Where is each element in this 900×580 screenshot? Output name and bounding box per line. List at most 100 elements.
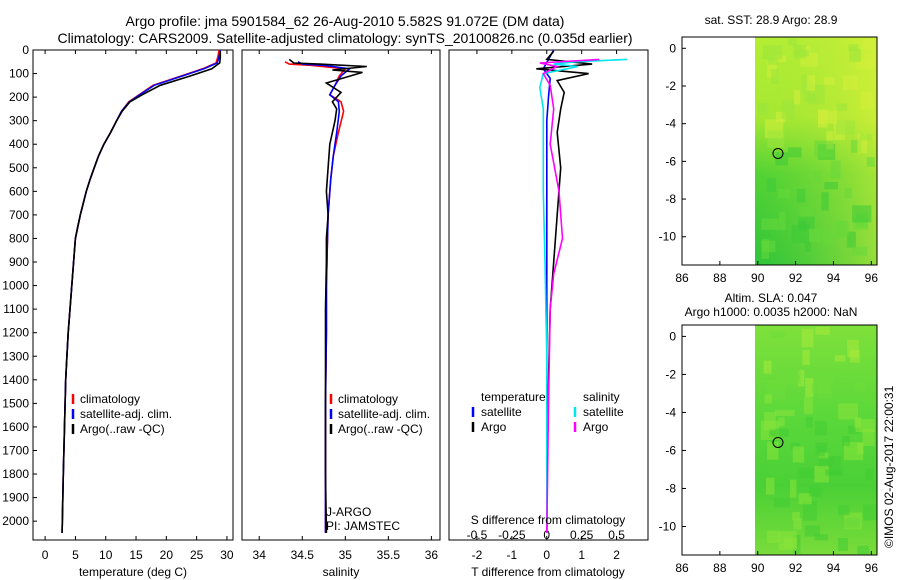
field-patch <box>821 192 829 211</box>
field-patch <box>792 512 800 521</box>
y-tick-label: 1800 <box>2 467 29 481</box>
field-patch <box>838 538 848 552</box>
field-patch <box>850 139 862 153</box>
map-x-tick-label: 86 <box>675 561 689 575</box>
field-patch <box>863 504 877 521</box>
y-tick-label: 1400 <box>2 373 29 387</box>
sla-map-ticks: 86 88 90 92 94 96 0 -2 -4 -6 -8 -10 <box>659 329 879 575</box>
x-tick-label: 25 <box>190 548 204 562</box>
field-patch <box>777 188 790 198</box>
field-patch <box>818 446 825 457</box>
map-x-tick-label: 92 <box>789 271 803 285</box>
field-patch <box>857 442 864 455</box>
field-patch <box>806 75 816 91</box>
field-patch <box>757 103 767 112</box>
field-patch <box>824 182 838 190</box>
difference-series <box>536 49 628 533</box>
field-patch <box>809 365 825 377</box>
field-patch <box>814 140 834 158</box>
field-patch <box>823 77 835 86</box>
y-tick-label: 600 <box>9 184 29 198</box>
map-x-tick-label: 94 <box>827 561 841 575</box>
x-tick-label: 2 <box>613 548 620 562</box>
field-patch <box>852 205 872 223</box>
field-patch <box>815 327 830 335</box>
series-line-temperature-argo <box>536 50 593 533</box>
s-tick-label: 0.5 <box>608 528 625 542</box>
figure-title-line1: Argo profile: jma 5901584_62 26-Aug-2010… <box>126 13 565 29</box>
field-patch <box>854 382 866 392</box>
map-y-tick-label: -2 <box>665 79 676 93</box>
field-patch <box>822 230 834 245</box>
map-x-tick-label: 96 <box>865 561 879 575</box>
sst-map-title: sat. SST: 28.9 Argo: 28.9 <box>705 13 838 27</box>
field-patch <box>862 428 875 446</box>
sst-field-patches <box>757 38 875 259</box>
sla-map-panel: Altim. SLA: 0.047 Argo h1000: 0.0035 h20… <box>659 291 879 575</box>
field-patch <box>826 131 834 150</box>
field-patch <box>798 493 812 505</box>
temperature-panel: 0100200300400500600700800900100011001200… <box>2 43 234 579</box>
temperature-axes-frame <box>32 49 234 541</box>
field-patch <box>802 349 810 365</box>
field-patch <box>857 133 868 154</box>
y-tick-label: 800 <box>9 231 29 245</box>
field-patch <box>802 500 817 521</box>
map-y-tick-label: -10 <box>659 230 677 244</box>
salinity-axis-ticks: 34 34.5 35 35.5 36 <box>253 50 439 562</box>
map-x-tick-label: 96 <box>865 271 879 285</box>
field-patch <box>764 394 773 404</box>
field-patch <box>764 412 776 431</box>
x-tick-label: -1 <box>507 548 518 562</box>
temperature-axis-ticks: 0 5 10 15 20 25 30 <box>42 50 234 562</box>
field-patch <box>778 531 797 551</box>
field-patch <box>791 224 810 244</box>
sla-map-subtitle: Argo h1000: 0.0035 h2000: NaN <box>685 305 858 319</box>
y-tick-label: 500 <box>9 161 29 175</box>
field-patch <box>834 220 845 239</box>
field-patch <box>794 90 801 105</box>
temperature-series <box>61 49 222 533</box>
t-difference-xlabel: T difference from climatology <box>471 565 625 579</box>
field-patch <box>801 75 810 95</box>
field-patch <box>805 416 813 428</box>
x-tick-label: 30 <box>220 548 234 562</box>
field-patch <box>830 160 841 179</box>
salinity-panel: 34 34.5 35 35.5 36 salinity climatologysatel… <box>241 49 441 579</box>
field-patch <box>769 428 789 437</box>
field-patch <box>790 443 800 450</box>
field-patch <box>838 403 858 420</box>
y-tick-label: 900 <box>9 255 29 269</box>
field-patch <box>766 477 775 495</box>
field-patch <box>847 425 860 434</box>
field-patch <box>771 69 779 84</box>
y-tick-label: 1000 <box>2 279 29 293</box>
field-patch <box>856 59 875 69</box>
argo-position-marker <box>772 147 784 159</box>
field-patch <box>792 446 805 463</box>
field-patch <box>767 530 780 544</box>
argo-position-marker <box>772 436 784 448</box>
field-patch <box>762 45 783 60</box>
field-patch <box>817 378 833 398</box>
x-tick-label: 36 <box>425 548 439 562</box>
x-tick-label: 1 <box>578 548 585 562</box>
map-x-tick-label: 90 <box>751 561 765 575</box>
legend-label: satellite <box>583 405 624 419</box>
field-patch <box>813 171 822 183</box>
map-y-tick-label: -4 <box>665 405 676 419</box>
y-tick-label: 200 <box>9 90 29 104</box>
legend-label: Argo(..raw -QC) <box>80 422 165 436</box>
legend-label: satellite <box>481 405 522 419</box>
map-y-tick-label: -8 <box>665 481 676 495</box>
s-difference-xlabel: S difference from climatology <box>471 513 626 527</box>
field-patch <box>770 331 786 339</box>
field-patch <box>801 328 814 348</box>
field-patch <box>797 370 805 387</box>
field-patch <box>774 409 795 416</box>
field-patch <box>814 534 829 541</box>
field-patch <box>851 246 868 256</box>
map-x-tick-label: 90 <box>751 271 765 285</box>
field-patch <box>838 504 850 516</box>
